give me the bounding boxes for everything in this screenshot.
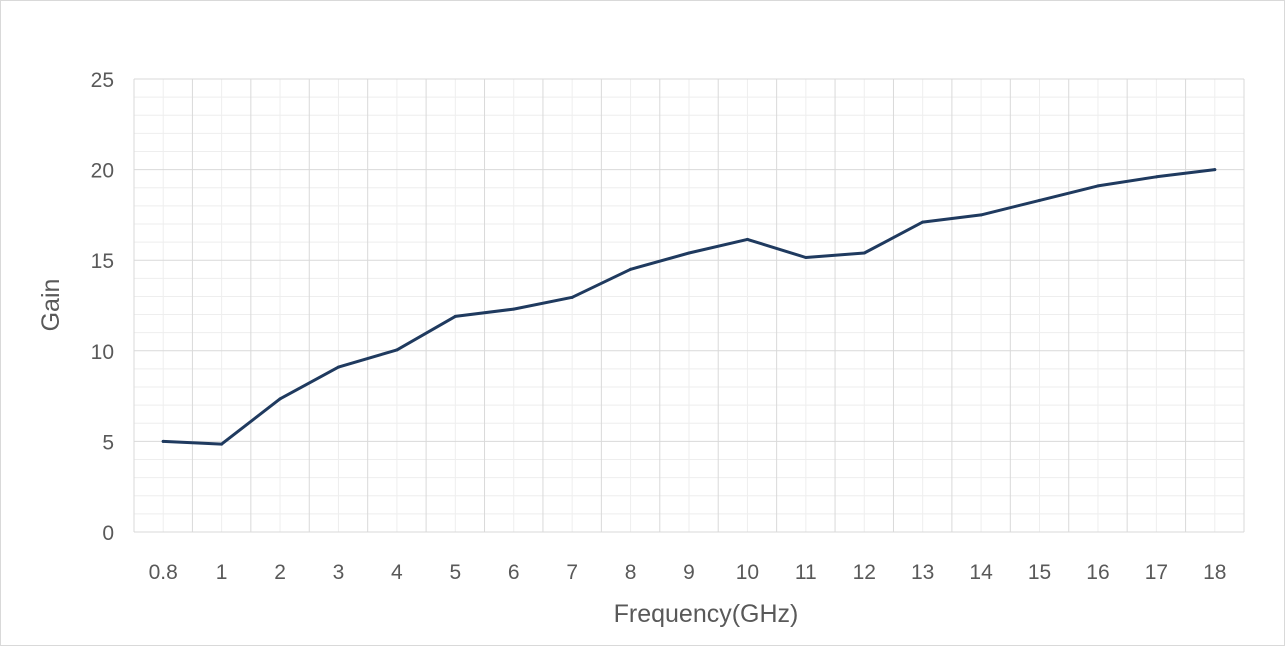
x-tick-label: 16 — [1086, 561, 1109, 584]
x-tick-label: 9 — [683, 561, 695, 584]
data-point — [336, 365, 340, 369]
data-point — [512, 307, 516, 311]
y-tick-label: 25 — [91, 69, 114, 92]
data-point — [1213, 168, 1217, 172]
data-point — [687, 251, 691, 255]
x-tick-label: 17 — [1145, 561, 1168, 584]
x-tick-label: 6 — [508, 561, 520, 584]
data-point — [453, 314, 457, 318]
x-tick-label: 11 — [795, 561, 817, 584]
x-tick-label: 18 — [1203, 561, 1226, 584]
data-point — [278, 397, 282, 401]
x-tick-label: 3 — [333, 561, 345, 584]
x-tick-label: 15 — [1028, 561, 1051, 584]
data-point — [1038, 198, 1042, 202]
y-tick-label: 0 — [102, 522, 114, 545]
major-gridlines — [133, 78, 1245, 533]
y-tick-label: 20 — [91, 160, 114, 183]
minor-gridlines — [134, 79, 1244, 532]
x-tick-label: 0.8 — [149, 561, 178, 584]
x-tick-label: 5 — [449, 561, 461, 584]
series-layer — [161, 168, 1217, 446]
x-tick-label: 1 — [216, 561, 228, 584]
y-axis-ticks: 0 5 10 15 20 25 — [91, 69, 114, 545]
data-point — [1154, 175, 1158, 179]
y-axis-title: Gain — [37, 279, 65, 332]
data-point — [161, 439, 165, 443]
data-point — [745, 237, 749, 241]
x-tick-label: 4 — [391, 561, 403, 584]
data-point — [921, 220, 925, 224]
x-tick-label: 10 — [736, 561, 759, 584]
x-tick-label: 2 — [274, 561, 286, 584]
x-tick-label: 8 — [625, 561, 637, 584]
y-tick-label: 5 — [102, 431, 114, 454]
data-point — [629, 267, 633, 271]
x-axis-ticks: 0.8 1 2 3 4 5 6 7 8 9 10 11 12 13 14 15 16 17 18 — [149, 561, 1227, 584]
data-point — [979, 213, 983, 217]
x-tick-label: 12 — [853, 561, 876, 584]
x-tick-label: 14 — [969, 561, 993, 584]
data-point — [220, 442, 224, 446]
x-tick-label: 13 — [911, 561, 934, 584]
x-tick-label: 7 — [566, 561, 578, 584]
y-tick-label: 15 — [91, 250, 114, 273]
data-point — [804, 255, 808, 259]
data-point — [1096, 184, 1100, 188]
data-point — [570, 295, 574, 299]
data-point — [395, 348, 399, 352]
y-tick-label: 10 — [91, 341, 114, 364]
x-axis-title: Frequency(GHz) — [614, 600, 799, 628]
data-point — [862, 251, 866, 255]
